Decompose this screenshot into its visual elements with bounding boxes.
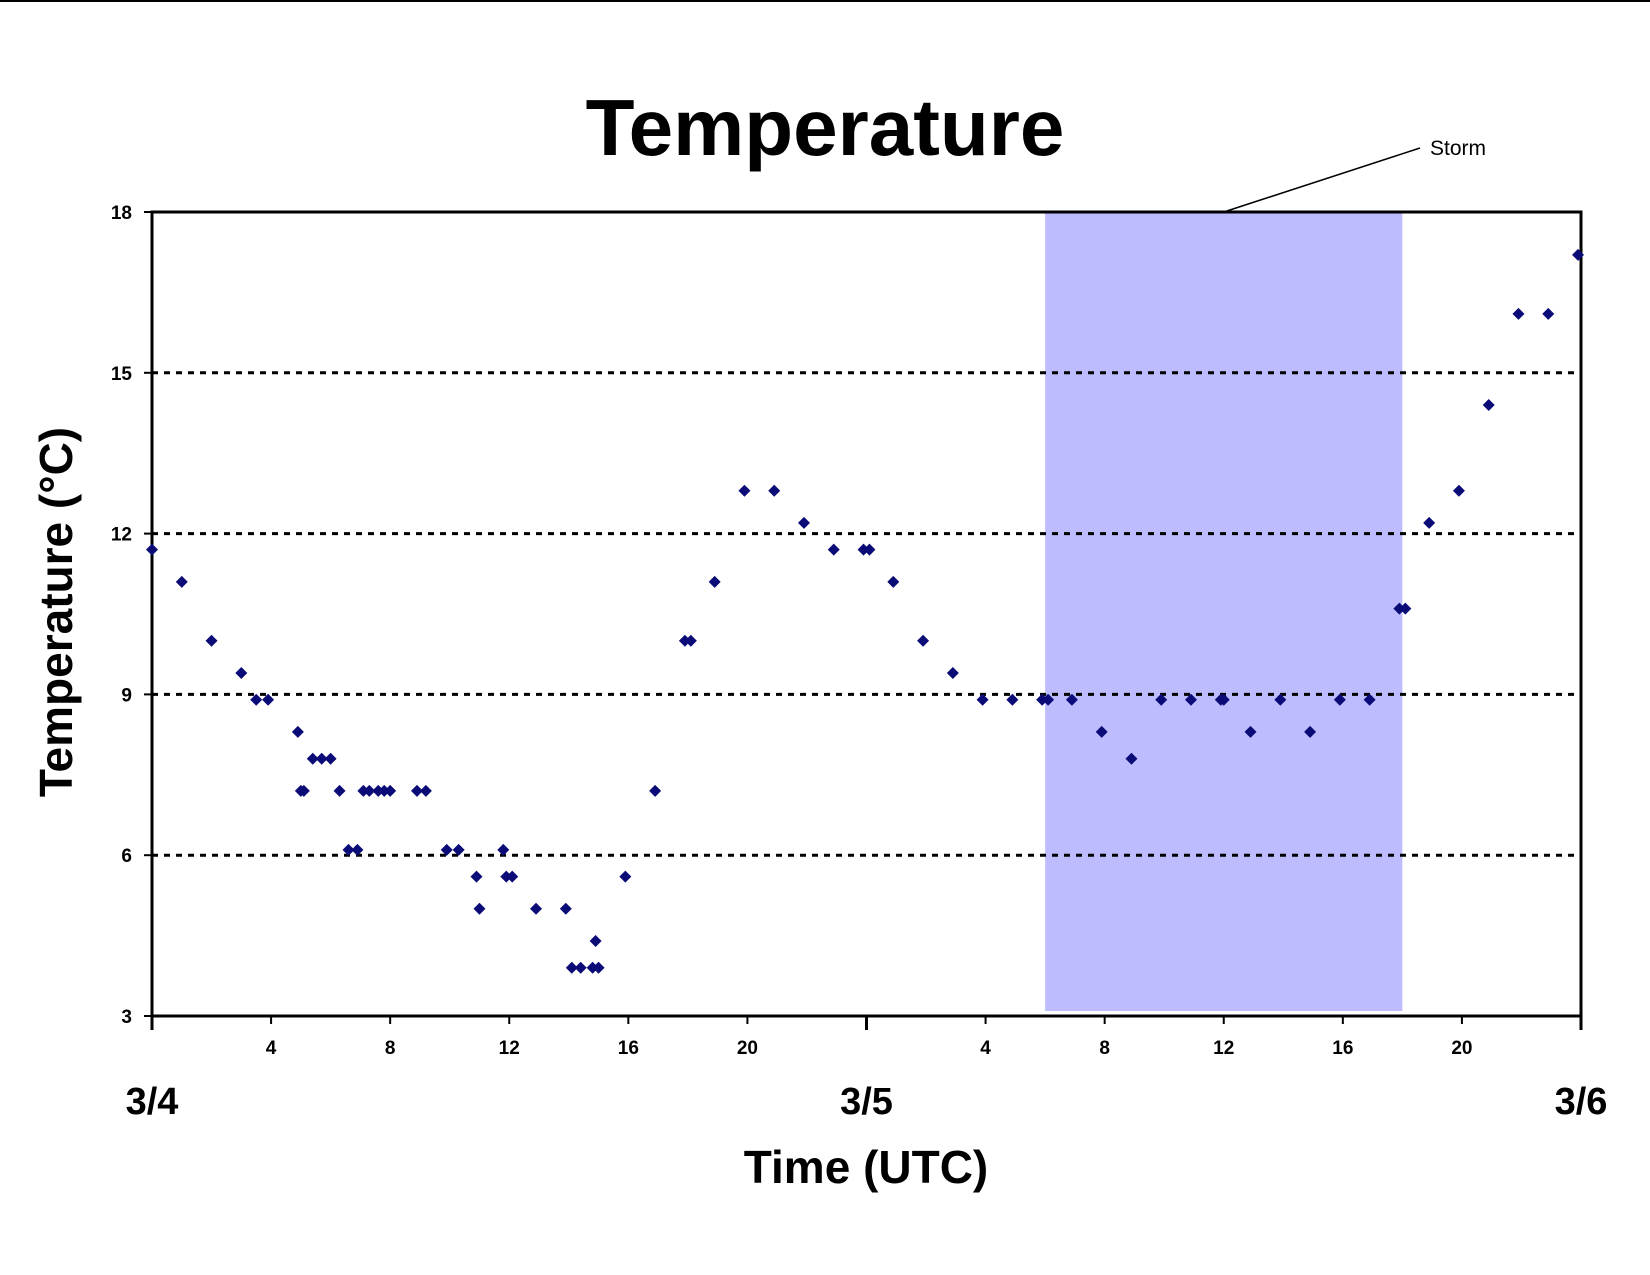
data-point: [708, 575, 721, 588]
data-point: [887, 575, 900, 588]
x-tick-label: 12: [499, 1038, 520, 1059]
data-point: [1333, 693, 1346, 706]
data-point: [1572, 248, 1585, 261]
x-axis-label: Time (UTC): [744, 1141, 989, 1193]
y-tick-label: 18: [111, 203, 132, 224]
x-tick-label: 4: [980, 1038, 991, 1059]
data-point: [976, 693, 989, 706]
data-point: [297, 784, 310, 797]
top-border-rule: [0, 0, 1650, 2]
data-point: [797, 516, 810, 529]
data-point: [351, 843, 364, 856]
data-point: [1095, 725, 1108, 738]
data-point: [768, 484, 781, 497]
data-point: [363, 784, 376, 797]
x-tick-label: 8: [385, 1038, 396, 1059]
data-point: [684, 634, 697, 647]
data-point: [440, 843, 453, 856]
data-point: [1042, 693, 1055, 706]
y-tick-label: 6: [121, 846, 132, 867]
data-point: [827, 543, 840, 556]
data-point: [1452, 484, 1465, 497]
x-tick-label: 16: [618, 1038, 639, 1059]
data-point: [1512, 307, 1525, 320]
x-tick-label: 16: [1332, 1038, 1353, 1059]
data-point: [863, 543, 876, 556]
data-point: [1542, 307, 1555, 320]
data-point: [574, 961, 587, 974]
storm-annotation: Storm: [1430, 137, 1486, 160]
day-tick-label: 3/5: [840, 1081, 893, 1123]
chart-title: Temperature: [586, 83, 1065, 172]
data-point: [175, 575, 188, 588]
data-point: [470, 870, 483, 883]
y-tick-label: 3: [121, 1007, 132, 1028]
data-point: [1065, 693, 1078, 706]
data-point: [1304, 725, 1317, 738]
data-point: [342, 843, 355, 856]
data-point: [1274, 693, 1287, 706]
data-point: [1185, 693, 1198, 706]
x-tick-label: 8: [1099, 1038, 1110, 1059]
data-point: [262, 693, 275, 706]
data-point: [291, 725, 304, 738]
data-point: [1399, 602, 1412, 615]
storm-leader-line: [1223, 147, 1421, 213]
data-point: [592, 961, 605, 974]
data-point: [306, 752, 319, 765]
data-point: [506, 870, 519, 883]
x-tick-label: 20: [1451, 1038, 1472, 1059]
data-point: [146, 543, 158, 556]
day-tick-label: 3/6: [1555, 1081, 1608, 1123]
data-point: [384, 784, 397, 797]
data-point: [205, 634, 218, 647]
data-point: [250, 693, 263, 706]
y-axis-label: Temperature (°C): [30, 427, 82, 797]
day-tick-label: 3/4: [126, 1081, 179, 1123]
data-point: [1006, 693, 1019, 706]
data-point: [1125, 752, 1138, 765]
data-point: [1363, 693, 1376, 706]
data-point: [1482, 398, 1495, 411]
data-point: [559, 902, 572, 915]
storm-band: [1045, 212, 1403, 1011]
data-point: [1155, 693, 1168, 706]
data-point: [410, 784, 423, 797]
data-point: [917, 634, 930, 647]
data-point: [333, 784, 346, 797]
plot-area: Storm 3 6 9 12 15 18 4 8 12 16 20 4 8 12 16 20 3/4 3/5 3/6: [111, 137, 1608, 1123]
data-point: [1423, 516, 1436, 529]
x-tick-label: 12: [1213, 1038, 1234, 1059]
y-tick-label: 12: [111, 525, 132, 546]
data-point: [452, 843, 465, 856]
data-point: [619, 870, 632, 883]
data-point: [738, 484, 751, 497]
data-point: [565, 961, 578, 974]
data-point: [497, 843, 510, 856]
x-tick-label: 4: [266, 1038, 277, 1059]
data-point: [946, 666, 959, 679]
data-point: [649, 784, 662, 797]
data-point: [473, 902, 486, 915]
data-point: [530, 902, 543, 915]
data-point: [1244, 725, 1257, 738]
data-point: [324, 752, 337, 765]
x-tick-label: 20: [737, 1038, 758, 1059]
data-point: [235, 666, 248, 679]
data-point: [589, 934, 602, 947]
data-point: [1217, 693, 1230, 706]
y-tick-label: 15: [111, 364, 133, 385]
data-point: [419, 784, 432, 797]
data-point: [315, 752, 328, 765]
y-tick-label: 9: [121, 685, 132, 706]
